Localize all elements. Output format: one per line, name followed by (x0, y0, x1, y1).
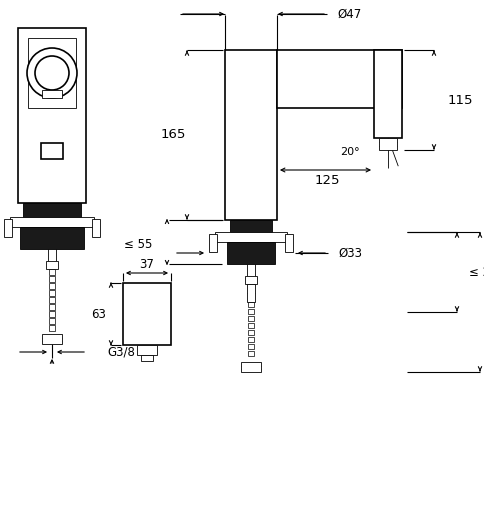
Bar (49, 276, 55, 282)
Text: 125: 125 (314, 174, 340, 187)
Bar (46, 261, 58, 269)
Text: Ø33: Ø33 (338, 246, 362, 259)
Bar (277, 50, 402, 108)
Bar (209, 234, 217, 252)
Bar (248, 309, 254, 314)
Bar (23, 203, 81, 217)
Circle shape (27, 48, 77, 98)
Bar (42, 90, 62, 98)
Bar (141, 355, 153, 361)
Text: 63: 63 (91, 307, 106, 320)
Bar (241, 362, 261, 372)
Bar (41, 143, 63, 159)
Bar (379, 138, 397, 150)
Bar (227, 242, 275, 264)
Bar (4, 219, 12, 237)
Text: ≤ 55: ≤ 55 (123, 239, 152, 252)
Bar (137, 345, 157, 355)
Text: 37: 37 (139, 258, 154, 271)
Bar (28, 38, 76, 108)
Bar (18, 28, 86, 203)
Bar (49, 297, 55, 303)
Bar (225, 50, 277, 220)
Bar (248, 316, 254, 321)
Bar (248, 302, 254, 307)
Bar (248, 330, 254, 335)
Bar (49, 290, 55, 296)
Circle shape (35, 56, 69, 90)
Bar (123, 283, 171, 345)
Bar (42, 334, 62, 344)
Bar (285, 234, 293, 252)
Bar (248, 344, 254, 349)
Text: 165: 165 (160, 128, 186, 141)
Bar (374, 50, 402, 138)
Bar (49, 269, 55, 275)
Text: ≤ 260: ≤ 260 (469, 266, 484, 279)
Text: Ø47: Ø47 (337, 7, 361, 20)
Bar (248, 337, 254, 342)
Text: G3/8: G3/8 (107, 345, 135, 358)
Bar (49, 304, 55, 310)
Text: 115: 115 (448, 94, 473, 107)
Bar (245, 276, 257, 284)
Bar (248, 351, 254, 356)
Bar (247, 284, 255, 302)
Bar (49, 311, 55, 317)
Bar (248, 323, 254, 328)
Bar (49, 283, 55, 289)
Bar (10, 217, 94, 227)
Bar (92, 219, 100, 237)
Bar (20, 227, 84, 249)
Bar (215, 232, 287, 242)
Bar (49, 325, 55, 331)
Bar (230, 220, 272, 232)
Bar (49, 318, 55, 324)
Text: 20°: 20° (340, 147, 360, 157)
